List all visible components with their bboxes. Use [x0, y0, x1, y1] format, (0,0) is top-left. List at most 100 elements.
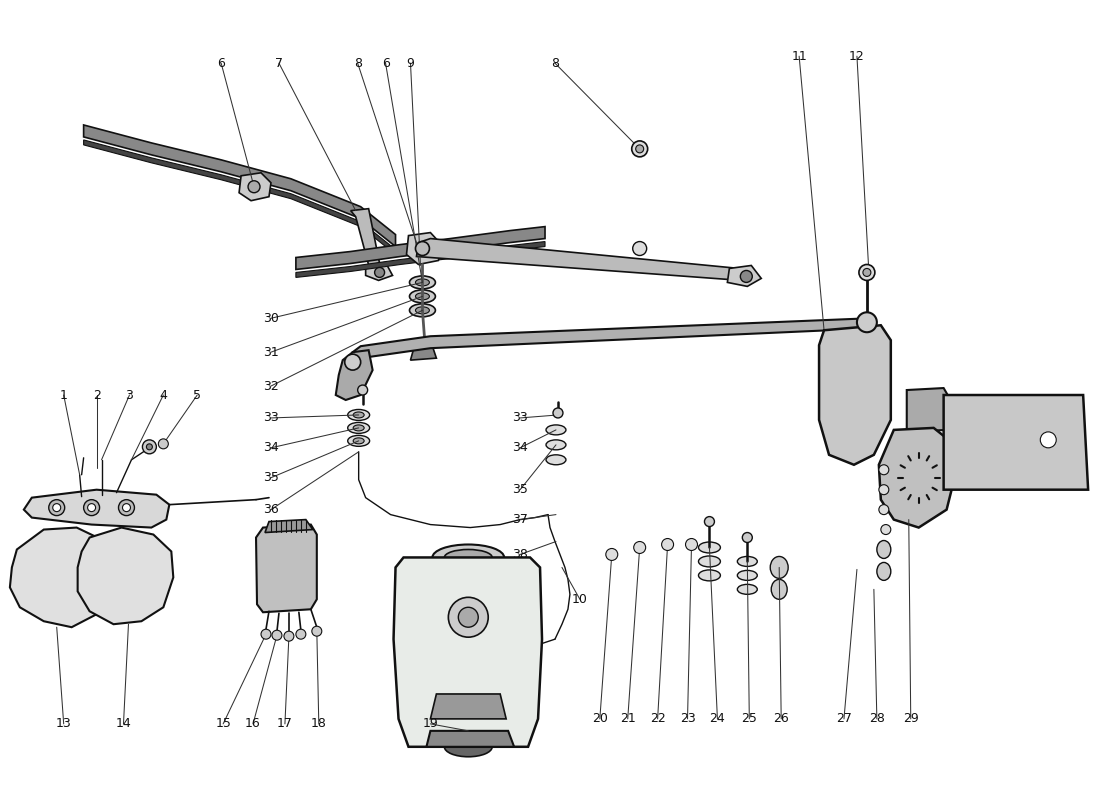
Circle shape: [879, 485, 889, 494]
Ellipse shape: [877, 541, 891, 558]
Polygon shape: [296, 226, 544, 270]
Polygon shape: [78, 527, 174, 624]
Text: 36: 36: [263, 503, 278, 516]
Circle shape: [284, 631, 294, 641]
Polygon shape: [430, 694, 506, 719]
Text: 8: 8: [551, 57, 559, 70]
Circle shape: [375, 267, 385, 278]
Text: 35: 35: [513, 483, 528, 496]
Ellipse shape: [737, 570, 757, 580]
Circle shape: [1041, 432, 1056, 448]
Ellipse shape: [353, 438, 364, 444]
Polygon shape: [365, 262, 393, 281]
Text: 6: 6: [217, 57, 226, 70]
Circle shape: [296, 630, 306, 639]
Polygon shape: [820, 326, 891, 465]
Circle shape: [685, 538, 697, 550]
Text: 15: 15: [216, 718, 231, 730]
Polygon shape: [353, 318, 873, 358]
Text: 8: 8: [354, 57, 362, 70]
Circle shape: [416, 242, 429, 255]
Ellipse shape: [546, 425, 565, 435]
Text: 35: 35: [263, 471, 279, 484]
Polygon shape: [351, 209, 381, 273]
Circle shape: [631, 141, 648, 157]
Ellipse shape: [432, 545, 504, 570]
Ellipse shape: [274, 550, 298, 579]
Text: 24: 24: [710, 712, 725, 726]
Polygon shape: [296, 242, 544, 278]
Text: 10: 10: [572, 593, 587, 606]
Circle shape: [634, 542, 646, 554]
Text: 30: 30: [263, 312, 279, 325]
Polygon shape: [944, 395, 1088, 490]
Polygon shape: [239, 173, 271, 201]
Text: 16: 16: [245, 718, 261, 730]
Polygon shape: [256, 525, 317, 612]
Ellipse shape: [409, 276, 436, 289]
Ellipse shape: [416, 293, 429, 300]
Circle shape: [449, 598, 488, 637]
Text: 26: 26: [773, 712, 789, 726]
Ellipse shape: [770, 557, 789, 578]
Ellipse shape: [348, 410, 370, 421]
Circle shape: [358, 385, 367, 395]
Circle shape: [881, 525, 891, 534]
Circle shape: [862, 269, 871, 277]
Circle shape: [704, 517, 714, 526]
Polygon shape: [265, 519, 312, 533]
Circle shape: [48, 500, 65, 515]
Circle shape: [261, 630, 271, 639]
Text: 1: 1: [59, 389, 67, 402]
Text: 11: 11: [791, 50, 807, 62]
Ellipse shape: [353, 412, 364, 418]
Circle shape: [249, 181, 260, 193]
Circle shape: [740, 270, 752, 282]
Circle shape: [158, 439, 168, 449]
Circle shape: [636, 145, 644, 153]
Circle shape: [857, 312, 877, 332]
Ellipse shape: [348, 435, 370, 446]
Circle shape: [459, 607, 478, 627]
Ellipse shape: [737, 584, 757, 594]
Polygon shape: [10, 527, 117, 627]
Polygon shape: [727, 266, 761, 286]
Text: 28: 28: [869, 712, 884, 726]
Polygon shape: [417, 238, 741, 281]
Text: 27: 27: [836, 712, 851, 726]
Text: 33: 33: [513, 411, 528, 425]
Circle shape: [272, 630, 282, 640]
Ellipse shape: [901, 458, 936, 497]
Text: 4: 4: [160, 389, 167, 402]
Text: 14: 14: [116, 718, 131, 730]
Ellipse shape: [444, 737, 492, 757]
Text: 31: 31: [263, 346, 278, 358]
Text: 18: 18: [311, 718, 327, 730]
Text: 38: 38: [513, 548, 528, 561]
Circle shape: [53, 504, 60, 512]
Polygon shape: [410, 340, 437, 360]
Circle shape: [84, 500, 100, 515]
Polygon shape: [84, 125, 396, 246]
Circle shape: [553, 408, 563, 418]
Text: 9: 9: [407, 57, 415, 70]
Text: 34: 34: [513, 442, 528, 454]
Polygon shape: [906, 388, 950, 432]
Ellipse shape: [450, 697, 487, 715]
Ellipse shape: [698, 542, 720, 553]
Text: 6: 6: [382, 57, 389, 70]
Text: 29: 29: [903, 712, 918, 726]
Text: 3: 3: [125, 389, 133, 402]
Ellipse shape: [353, 425, 364, 431]
Text: 2: 2: [92, 389, 100, 402]
Text: 34: 34: [263, 442, 278, 454]
Ellipse shape: [996, 402, 1080, 482]
Circle shape: [146, 444, 153, 450]
Text: 17: 17: [277, 718, 293, 730]
Circle shape: [742, 533, 752, 542]
Polygon shape: [879, 428, 957, 527]
Ellipse shape: [737, 557, 757, 566]
Polygon shape: [427, 731, 514, 746]
Text: 33: 33: [263, 411, 278, 425]
Ellipse shape: [264, 538, 308, 590]
